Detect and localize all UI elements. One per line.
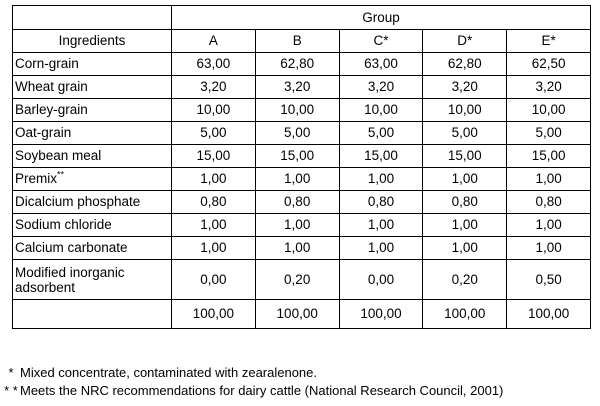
footnote-mark: * bbox=[8, 365, 14, 380]
value-cell: 1,00 bbox=[338, 167, 424, 191]
row-label: Corn-grain bbox=[12, 52, 172, 76]
value-cell: 62,80 bbox=[422, 52, 508, 76]
table-row: Sodium chloride 1,00 1,00 1,00 1,00 1,00 bbox=[12, 213, 592, 237]
value-cell: 10,00 bbox=[422, 98, 508, 122]
column-header-b: B bbox=[254, 29, 340, 53]
value-cell: 1,00 bbox=[422, 236, 508, 260]
value-cell: 63,00 bbox=[171, 52, 256, 76]
value-cell: 1,00 bbox=[338, 236, 424, 260]
total-cell: 100,00 bbox=[171, 299, 256, 329]
value-cell: 0,80 bbox=[338, 190, 424, 214]
value-cell: 0,00 bbox=[338, 259, 424, 300]
value-cell: 1,00 bbox=[254, 236, 340, 260]
column-header-d: D* bbox=[422, 29, 508, 53]
column-header-e: E* bbox=[506, 29, 592, 53]
group-label: Group bbox=[170, 5, 592, 30]
table-row: Wheat grain 3,20 3,20 3,20 3,20 3,20 bbox=[12, 75, 592, 99]
value-cell: 62,50 bbox=[506, 52, 592, 76]
group-header-row: Group bbox=[12, 5, 592, 30]
row-label: Barley-grain bbox=[12, 98, 172, 122]
value-cell: 10,00 bbox=[506, 98, 592, 122]
footnote: * Mixed concentrate, contaminated with ze… bbox=[2, 364, 503, 382]
value-cell: 1,00 bbox=[506, 213, 592, 237]
total-cell: 100,00 bbox=[422, 299, 508, 329]
footnote-mark: * * bbox=[4, 383, 18, 398]
footnote: * * Meets the NRC recommendations for dai… bbox=[2, 382, 503, 400]
row-label-text: Premix bbox=[15, 171, 58, 186]
value-cell: 3,20 bbox=[506, 75, 592, 99]
value-cell: 1,00 bbox=[171, 213, 256, 237]
row-label: Soybean meal bbox=[12, 144, 172, 168]
footnotes: * Mixed concentrate, contaminated with ze… bbox=[2, 364, 503, 400]
value-cell: 5,00 bbox=[506, 121, 592, 145]
value-cell: 1,00 bbox=[338, 213, 424, 237]
column-header-c: C* bbox=[338, 29, 424, 53]
row-label: Calcium carbonate bbox=[12, 236, 172, 260]
value-cell: 5,00 bbox=[254, 121, 340, 145]
value-cell: 15,00 bbox=[422, 144, 508, 168]
value-cell: 15,00 bbox=[171, 144, 256, 168]
table-row: Dicalcium phosphate 0,80 0,80 0,80 0,80 … bbox=[12, 190, 592, 214]
value-cell: 1,00 bbox=[254, 213, 340, 237]
column-header-ingredients: Ingredients bbox=[12, 29, 172, 53]
footnote-marker: ** bbox=[57, 169, 65, 180]
value-cell: 3,20 bbox=[422, 75, 508, 99]
value-cell: 0,80 bbox=[506, 190, 592, 214]
column-header-row: Ingredients A B C* D* E* bbox=[12, 29, 592, 53]
row-label: Sodium chloride bbox=[12, 213, 172, 237]
value-cell: 5,00 bbox=[338, 121, 424, 145]
table-row: Modified inorganic adsorbent 0,00 0,20 0… bbox=[12, 259, 592, 300]
value-cell: 5,00 bbox=[171, 121, 256, 145]
table-row: Barley-grain 10,00 10,00 10,00 10,00 10,… bbox=[12, 98, 592, 122]
value-cell: 5,00 bbox=[422, 121, 508, 145]
table-row: Calcium carbonate 1,00 1,00 1,00 1,00 1,… bbox=[12, 236, 592, 260]
totals-row: 100,00 100,00 100,00 100,00 100,00 bbox=[12, 299, 592, 329]
value-cell: 0,80 bbox=[422, 190, 508, 214]
value-cell: 1,00 bbox=[171, 236, 256, 260]
total-cell: 100,00 bbox=[254, 299, 340, 329]
value-cell: 3,20 bbox=[254, 75, 340, 99]
value-cell: 10,00 bbox=[254, 98, 340, 122]
value-cell: 0,20 bbox=[254, 259, 340, 300]
value-cell: 62,80 bbox=[254, 52, 340, 76]
value-cell: 3,20 bbox=[338, 75, 424, 99]
table-row: Oat-grain 5,00 5,00 5,00 5,00 5,00 bbox=[12, 121, 592, 145]
value-cell: 1,00 bbox=[422, 213, 508, 237]
value-cell: 3,20 bbox=[171, 75, 256, 99]
value-cell: 10,00 bbox=[171, 98, 256, 122]
empty-total-label-cell bbox=[12, 299, 172, 329]
value-cell: 0,80 bbox=[171, 190, 256, 214]
value-cell: 15,00 bbox=[338, 144, 424, 168]
value-cell: 1,00 bbox=[422, 167, 508, 191]
total-cell: 100,00 bbox=[506, 299, 592, 329]
value-cell: 1,00 bbox=[254, 167, 340, 191]
value-cell: 1,00 bbox=[171, 167, 256, 191]
table-row: Corn-grain 63,00 62,80 63,00 62,80 62,50 bbox=[12, 52, 592, 76]
value-cell: 15,00 bbox=[254, 144, 340, 168]
value-cell: 1,00 bbox=[506, 236, 592, 260]
row-label: Premix** bbox=[12, 167, 172, 191]
column-header-a: A bbox=[171, 29, 256, 53]
value-cell: 1,00 bbox=[506, 167, 592, 191]
value-cell: 63,00 bbox=[338, 52, 424, 76]
empty-corner-cell bbox=[12, 5, 172, 30]
value-cell: 15,00 bbox=[506, 144, 592, 168]
value-cell: 0,00 bbox=[171, 259, 256, 300]
value-cell: 0,20 bbox=[422, 259, 508, 300]
row-label: Modified inorganic adsorbent bbox=[12, 259, 172, 300]
value-cell: 0,80 bbox=[254, 190, 340, 214]
row-label: Oat-grain bbox=[12, 121, 172, 145]
row-label: Wheat grain bbox=[12, 75, 172, 99]
value-cell: 0,50 bbox=[506, 259, 592, 300]
table-row: Premix** 1,00 1,00 1,00 1,00 1,00 bbox=[12, 167, 592, 191]
footnote-text: Mixed concentrate, contaminated with zea… bbox=[20, 365, 318, 380]
footnote-text: Meets the NRC recommendations for dairy … bbox=[20, 383, 504, 398]
row-label: Dicalcium phosphate bbox=[12, 190, 172, 214]
ingredients-table: Group Ingredients A B C* D* E* Corn-grai… bbox=[12, 5, 592, 329]
table-row: Soybean meal 15,00 15,00 15,00 15,00 15,… bbox=[12, 144, 592, 168]
value-cell: 10,00 bbox=[338, 98, 424, 122]
total-cell: 100,00 bbox=[338, 299, 424, 329]
